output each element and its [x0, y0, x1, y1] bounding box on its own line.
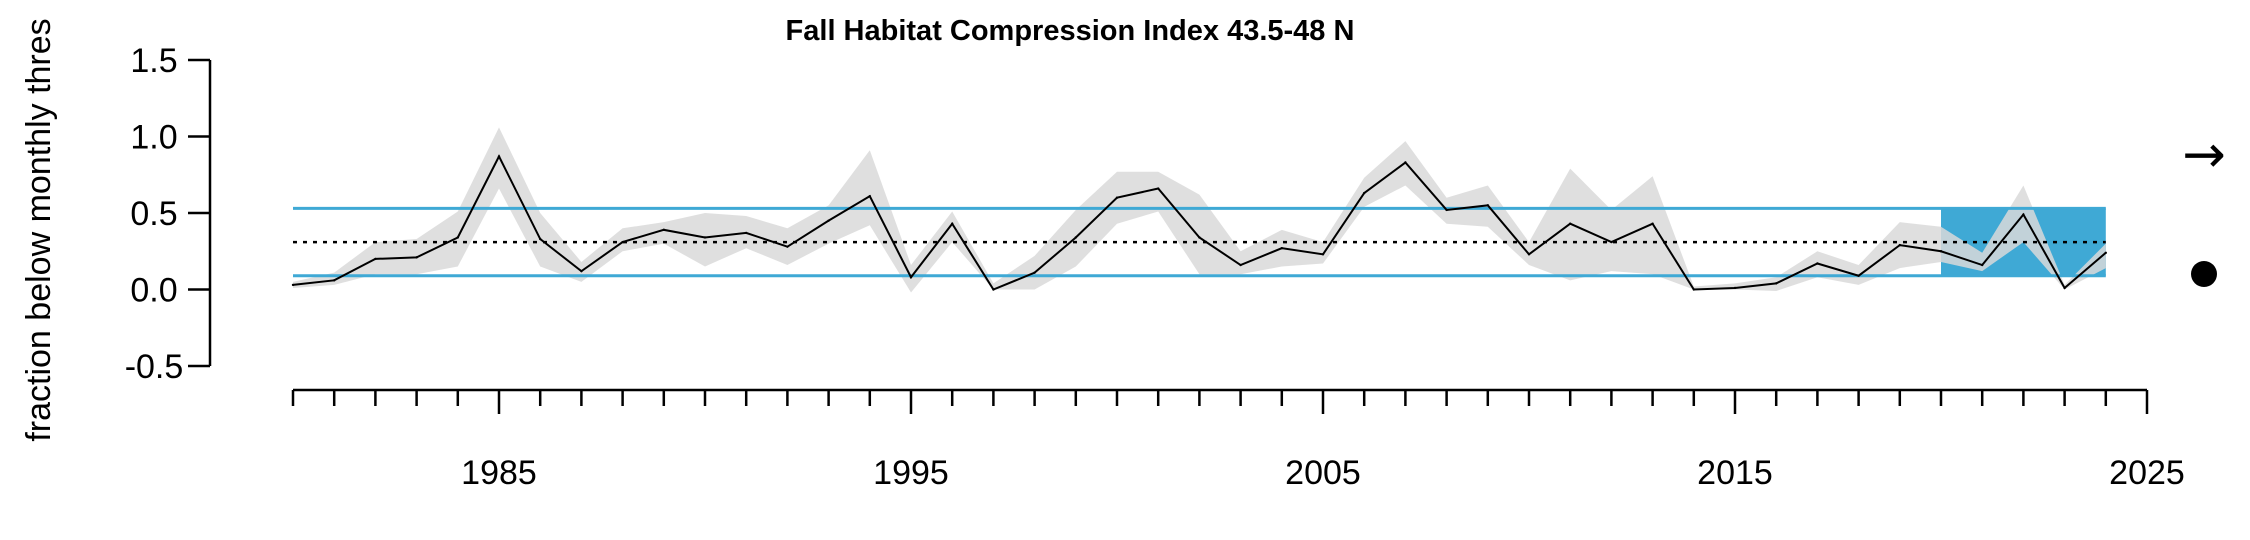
x-tick-label: 2015: [1697, 454, 1773, 492]
data-point: [1321, 253, 1325, 256]
data-point: [539, 237, 542, 241]
series-line: [291, 154, 2107, 291]
data-point: [1074, 236, 1078, 239]
data-point: [1898, 243, 1902, 247]
data-point: [1775, 282, 1778, 285]
data-point: [580, 269, 583, 273]
data-point: [703, 236, 707, 239]
data-point: [621, 240, 624, 244]
data-point: [662, 228, 665, 232]
x-tick-label: 2005: [1285, 454, 1361, 492]
y-tick-label: 1.5: [130, 42, 177, 80]
y-tick-label: -0.5: [125, 348, 184, 386]
data-point: [1198, 236, 1201, 239]
data-point: [415, 256, 418, 259]
data-point: [1404, 161, 1407, 164]
y-axis-label: fraction below monthly thres: [20, 18, 58, 441]
reference-lines: [293, 206, 2106, 278]
data-point: [1692, 288, 1696, 291]
data-point: [1239, 263, 1242, 267]
data-point: [992, 288, 995, 291]
data-point: [1981, 263, 1984, 267]
data-point: [1157, 187, 1160, 190]
data-point: [827, 219, 830, 222]
data-point: [497, 155, 501, 158]
data-point: [2104, 251, 2107, 254]
y-axis: 1.5 1.0 0.5 0.0 -0.5: [125, 42, 212, 386]
data-point: [1610, 240, 1613, 244]
x-axis: 1985 1995 2005 2015 2025: [291, 388, 2185, 492]
mean-indicator-icon: [2191, 261, 2217, 287]
data-point: [333, 279, 336, 282]
data-point: [909, 276, 913, 279]
data-point: [1363, 191, 1366, 195]
data-point: [2022, 213, 2025, 216]
data-point: [1816, 262, 1819, 265]
data-point: [745, 231, 748, 235]
data-point: [1939, 250, 1943, 253]
data-point: [1527, 253, 1531, 256]
data-point: [291, 283, 295, 287]
data-point: [1033, 271, 1036, 274]
x-tick-label: 1995: [873, 454, 949, 492]
y-tick-label: 0.5: [130, 195, 177, 233]
trend-indicator-icon: →: [2182, 125, 2226, 185]
data-point: [951, 222, 954, 225]
data-point: [1486, 204, 1490, 207]
data-point: [2063, 286, 2066, 290]
uncertainty-band: [293, 127, 2106, 293]
data-point: [1280, 246, 1284, 250]
data-point: [456, 236, 459, 239]
data-point: [1445, 208, 1448, 212]
x-tick-label: 1985: [461, 454, 537, 492]
x-tick-label: 2025: [2109, 454, 2185, 492]
data-point: [1857, 274, 1860, 277]
y-tick-label: 0.0: [130, 272, 177, 310]
data-point: [374, 257, 377, 261]
data-point: [868, 194, 871, 198]
data-point: [1115, 196, 1119, 199]
data-point: [786, 245, 789, 248]
y-tick-label: 1.0: [130, 119, 177, 157]
data-point: [1569, 222, 1572, 225]
data-point: [1733, 286, 1737, 290]
chart-title: Fall Habitat Compression Index 43.5-48 N: [786, 15, 1355, 47]
data-point: [1651, 222, 1654, 225]
uncertainty-polygon: [293, 127, 2106, 293]
